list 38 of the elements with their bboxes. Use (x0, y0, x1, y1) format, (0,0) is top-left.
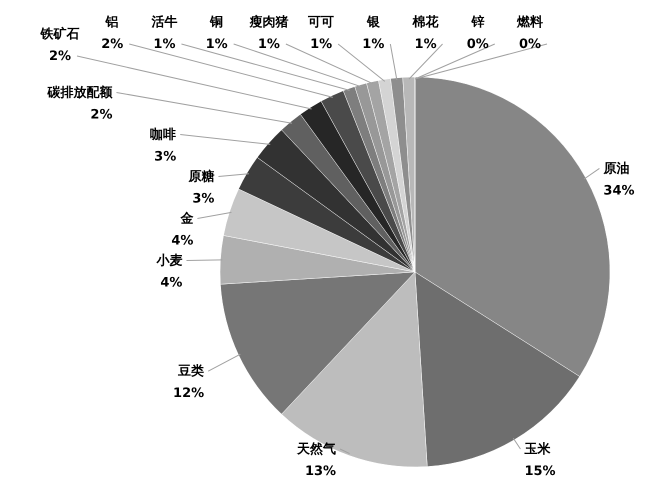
slice-label: 原糖 (187, 168, 214, 184)
slice-label: 棉花 (412, 15, 440, 30)
text: 0% (466, 37, 489, 52)
data-label: 13% (304, 464, 336, 479)
slice-label: 铜 (209, 15, 224, 30)
data-label: 1% (362, 37, 384, 52)
slice-label: 活牛 (150, 15, 178, 30)
slice-label: 碳排放配额 (46, 84, 114, 100)
slice-label: 玉米 (523, 442, 552, 457)
slice-label: 小麦 (155, 253, 182, 268)
data-label: 15% (524, 464, 556, 479)
slice-label: 铝 (104, 15, 119, 30)
data-label: 12% (173, 386, 204, 402)
slice-label: 咖啡 (150, 127, 176, 142)
data-label: 4% (160, 275, 182, 290)
slice-label: 铁矿石 (40, 26, 80, 42)
text: 0% (518, 37, 542, 52)
slice-label: 金 (179, 211, 194, 226)
data-label: 1% (153, 37, 176, 52)
data-label: 2% (101, 37, 124, 52)
slice-label: 瘦肉猪 (248, 14, 288, 30)
slice-label: 天然气 (296, 442, 336, 457)
data-label: 3% (154, 149, 176, 164)
category-label: 燃料 (517, 15, 543, 30)
data-label: 3% (192, 191, 214, 206)
slice-label: 银 (366, 15, 381, 30)
data-label: 34% (603, 183, 635, 198)
category-label: 锌 (471, 15, 484, 30)
slice-label: 豆类 (177, 364, 204, 380)
slice-label: 可可 (307, 15, 334, 30)
data-label: 1% (414, 37, 437, 52)
slice-label: 原油 (602, 161, 630, 176)
data-label: 4% (171, 233, 194, 248)
data-label: 1% (206, 37, 228, 52)
data-label: 2% (48, 49, 72, 64)
data-label: 1% (310, 37, 332, 52)
data-label: 1% (258, 37, 280, 52)
data-label: 2% (90, 107, 112, 122)
